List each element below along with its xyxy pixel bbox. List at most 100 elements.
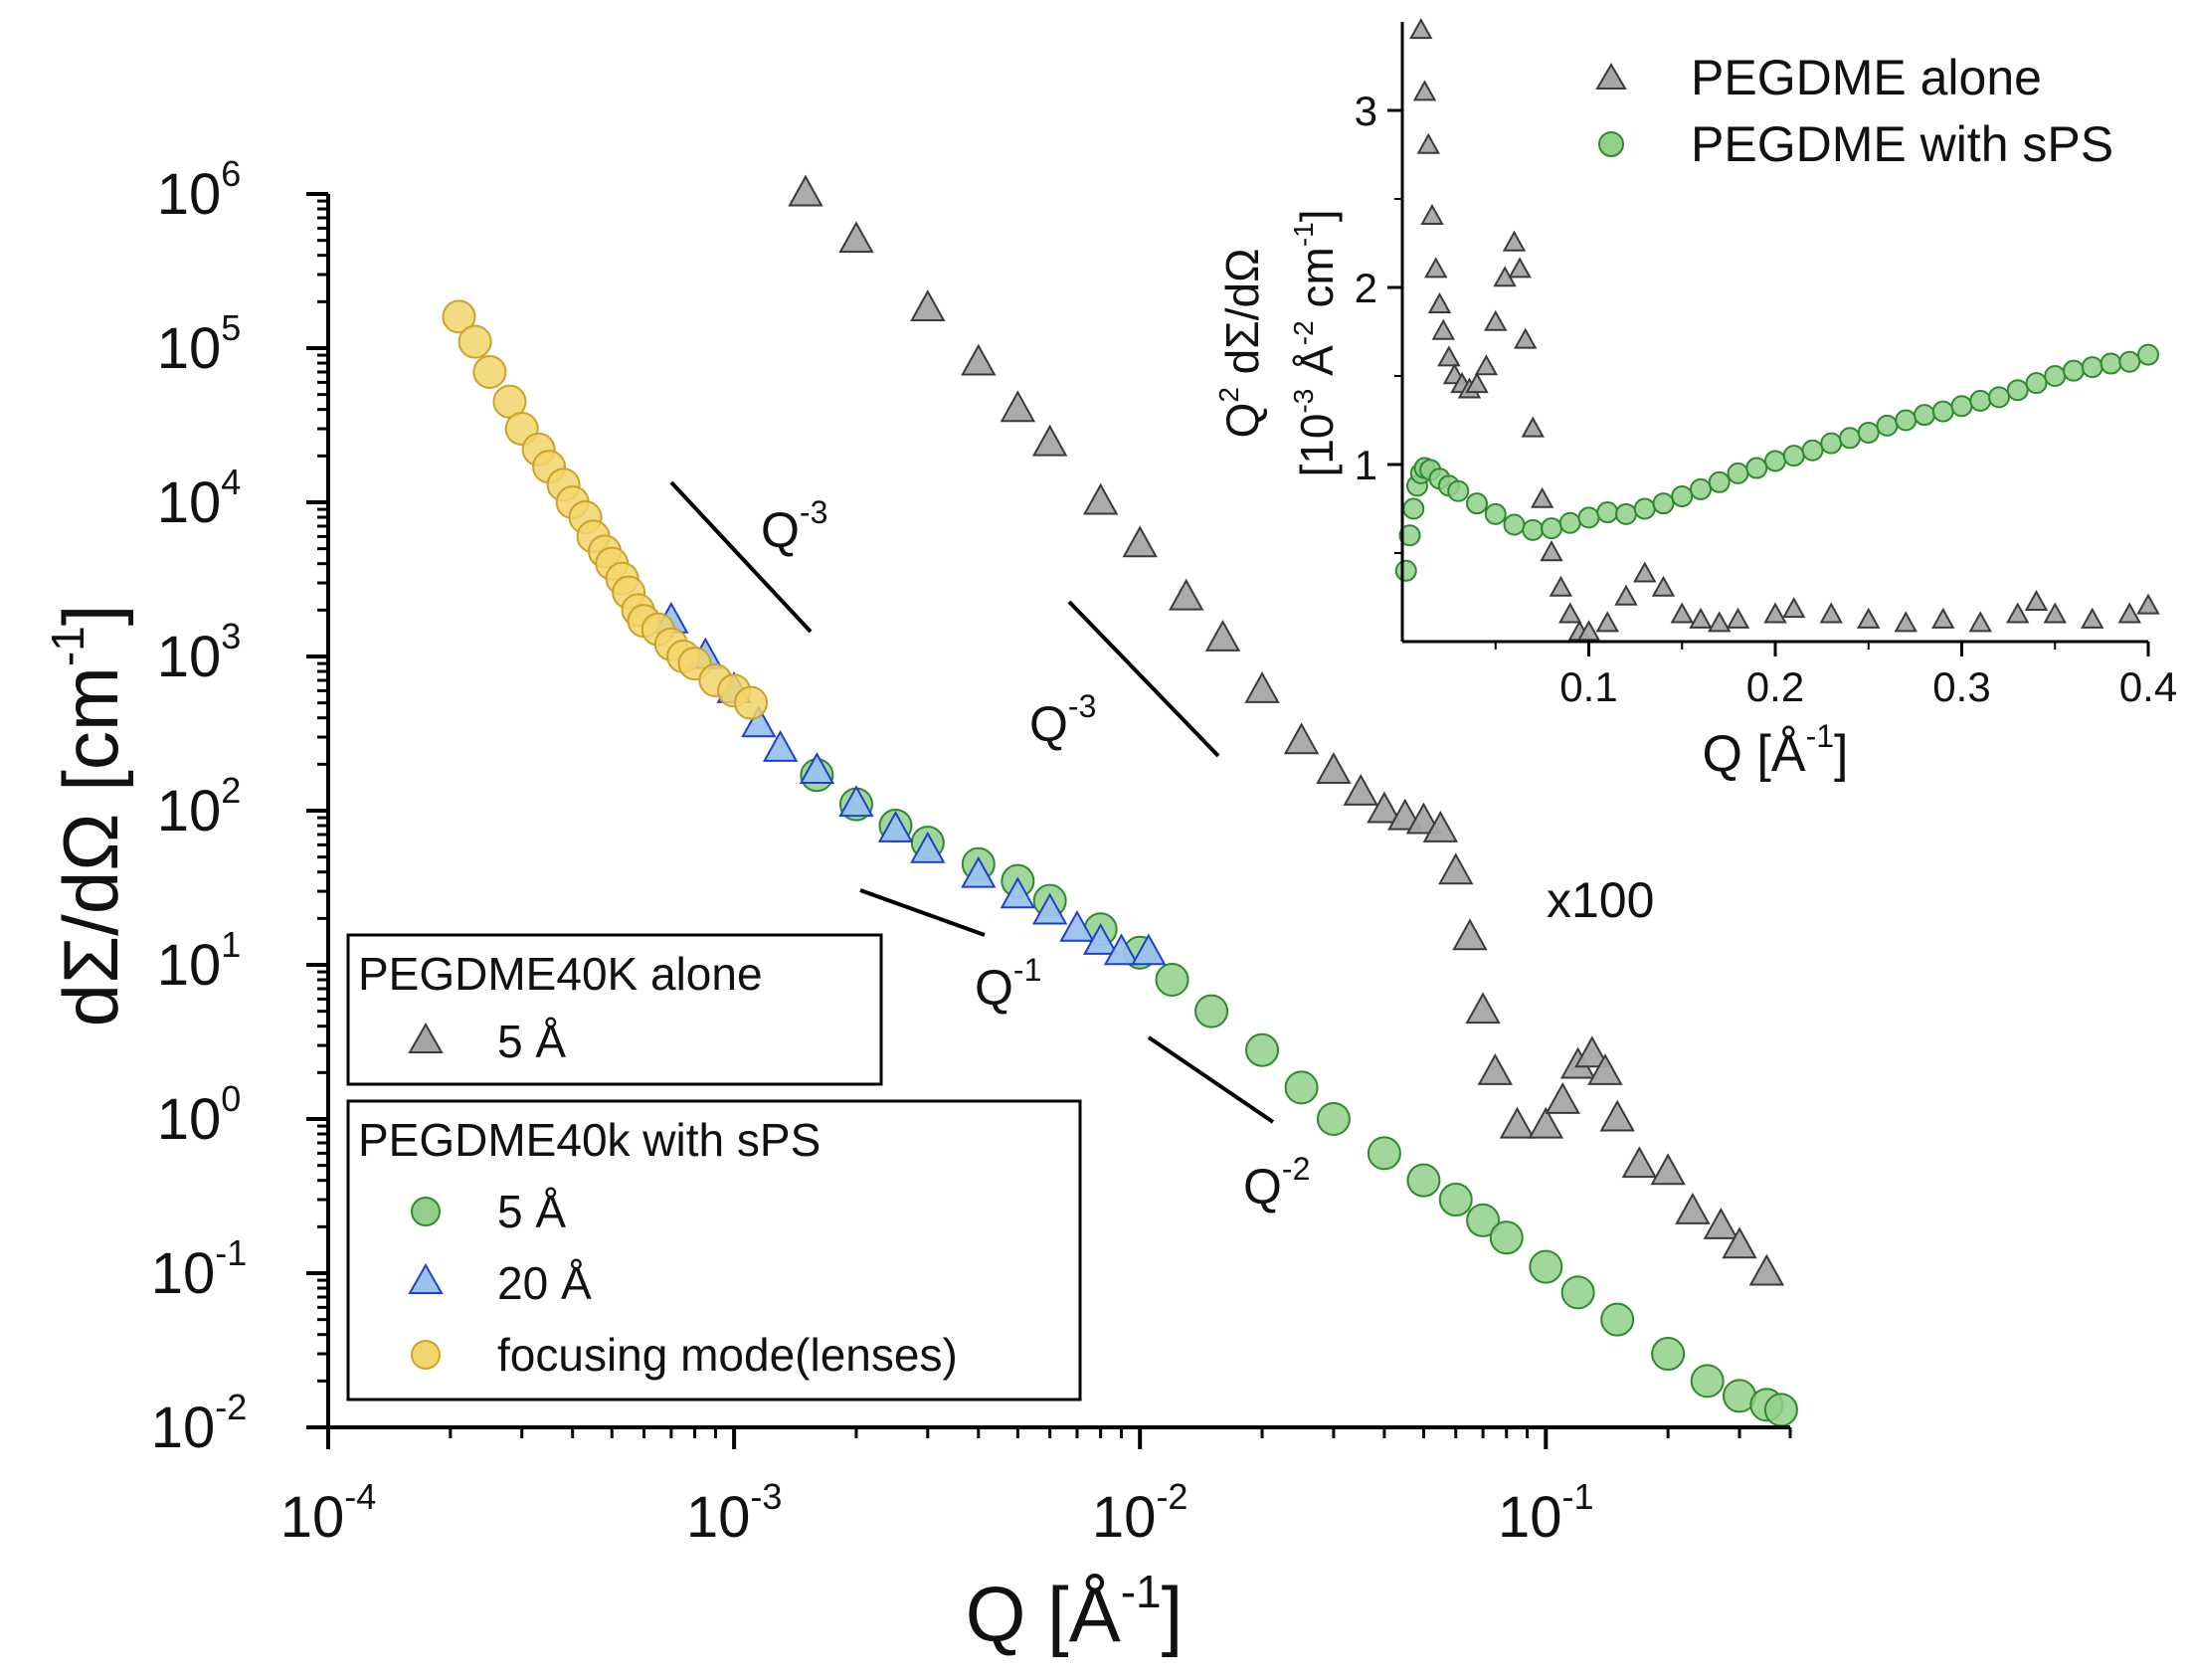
data-point (1931, 400, 1954, 423)
data-point (1549, 575, 1573, 597)
annotation-q-3-high: Q-3 (1029, 688, 1096, 752)
data-point (1596, 501, 1619, 524)
data-point (1466, 1203, 1501, 1237)
inset-y-axis-label-line2: [10-3 Å-2 cm-1] (1288, 209, 1343, 476)
inset-series-group (1394, 18, 2160, 642)
data-point (1427, 291, 1452, 313)
legend-marker-triangle-blue (408, 1262, 444, 1294)
data-point (1895, 409, 1918, 432)
data-point (1968, 611, 1992, 633)
main-x-tick-label: 10-1 (1498, 1476, 1594, 1550)
inset-y-tick-label: 2 (1355, 265, 1377, 311)
tick-base: 10 (280, 1485, 345, 1550)
data-point (961, 855, 997, 888)
data-point (2137, 343, 2159, 366)
data-point (1722, 1226, 1757, 1259)
inset-legend: PEGDME alone PEGDME with sPS (1595, 50, 2113, 172)
inset-x-ticks: 0.1 0.2 0.3 0.4 (1494, 642, 2177, 710)
data-point (1950, 395, 1973, 418)
data-point (1194, 994, 1229, 1028)
main-legend: PEGDME40K alone 5 Å PEGDME40k with sPS 5… (346, 933, 1082, 1401)
data-point (2063, 359, 2085, 382)
legend-group-title-sps: PEGDME40k with sPS (358, 1114, 821, 1166)
inset-x-tick-label: 0.3 (1932, 663, 1990, 710)
tick-base: 10 (151, 1396, 216, 1460)
inset-x-tick-label: 0.1 (1559, 663, 1617, 710)
guide-line-q-3-high (1067, 600, 1220, 758)
data-point (1650, 1153, 1686, 1186)
data-point (1484, 502, 1507, 525)
inset-x-tick-label: 0.2 (1746, 663, 1804, 710)
data-point (1082, 923, 1119, 955)
data-point (1522, 518, 1545, 541)
data-point (1474, 354, 1499, 376)
data-point (1587, 1053, 1623, 1085)
data-point (1245, 1032, 1280, 1067)
data-point (1651, 575, 1676, 597)
data-point (1131, 933, 1167, 966)
main-series-group (442, 174, 1798, 1427)
tick-base: 10 (157, 162, 222, 227)
inset-y-axis-label-line1: Q2 dΣ/dΩ (1213, 249, 1268, 439)
data-point (1283, 722, 1320, 755)
legend-label: focusing mode(lenses) (497, 1329, 958, 1381)
data-point (1763, 1393, 1798, 1427)
data-point (1558, 602, 1582, 624)
main-x-tick-label: 10-3 (686, 1476, 783, 1550)
legend-marker-circle-green (411, 1197, 441, 1226)
inset-x-tick-label: 0.4 (2119, 663, 2177, 710)
data-point (1420, 203, 1444, 225)
data-point (1595, 611, 1619, 633)
tick-base: 10 (686, 1485, 751, 1550)
guide-line-q-2 (1147, 1035, 1275, 1124)
legend-marker-circle-yellow (411, 1340, 441, 1370)
data-point (1839, 427, 1861, 450)
data-point (1614, 584, 1638, 606)
inset-x-axis-label: Q [Å-1] (1703, 718, 1849, 783)
data-point (910, 831, 946, 863)
data-point (1727, 462, 1749, 484)
tick-exponent: -2 (215, 1387, 247, 1427)
data-point (1398, 524, 1421, 547)
data-point (1621, 1146, 1658, 1179)
data-point (1820, 432, 1843, 455)
data-point (442, 299, 476, 334)
data-point (1819, 602, 1843, 624)
tick-base: 10 (157, 470, 222, 535)
tick-exponent: 2 (221, 770, 241, 811)
legend-entry-alone-5a: 5 Å (408, 1016, 566, 1067)
data-point (2081, 356, 2103, 379)
legend-label: 5 Å (497, 1186, 566, 1237)
main-y-tick-label: 101 (157, 924, 242, 998)
data-point (1615, 502, 1637, 525)
data-point (1857, 607, 1881, 629)
main-y-tick-label: 102 (157, 770, 242, 843)
data-point (1670, 602, 1694, 624)
tick-exponent: -1 (215, 1232, 247, 1273)
inset-legend-marker-circle (1598, 131, 1624, 157)
data-point (1466, 492, 1488, 515)
data-point (1465, 992, 1501, 1025)
data-point (1059, 909, 1095, 942)
data-point (1708, 611, 1732, 633)
data-point (1103, 933, 1140, 966)
tick-exponent: -3 (750, 1476, 782, 1517)
data-point (1402, 497, 1425, 520)
main-y-tick-label: 105 (157, 307, 242, 381)
legend-entry-sps-5a: 5 Å (411, 1186, 566, 1237)
data-point (1690, 1364, 1725, 1399)
inset-legend-marker-triangle (1595, 63, 1627, 90)
tick-base: 10 (1092, 1485, 1157, 1550)
data-point (1424, 257, 1448, 279)
legend-label: 5 Å (497, 1016, 566, 1067)
main-series-2 (653, 601, 1167, 966)
data-point (1465, 372, 1489, 394)
data-point (472, 355, 507, 390)
data-point (910, 289, 946, 321)
data-point (1703, 1208, 1739, 1239)
data-point (1764, 450, 1786, 472)
main-plot: 10-4 10-3 10-2 10-1 10610510410310210110010… (42, 153, 1798, 1658)
data-point (1894, 611, 1918, 633)
data-point (1284, 1070, 1319, 1105)
data-point (1745, 457, 1768, 479)
